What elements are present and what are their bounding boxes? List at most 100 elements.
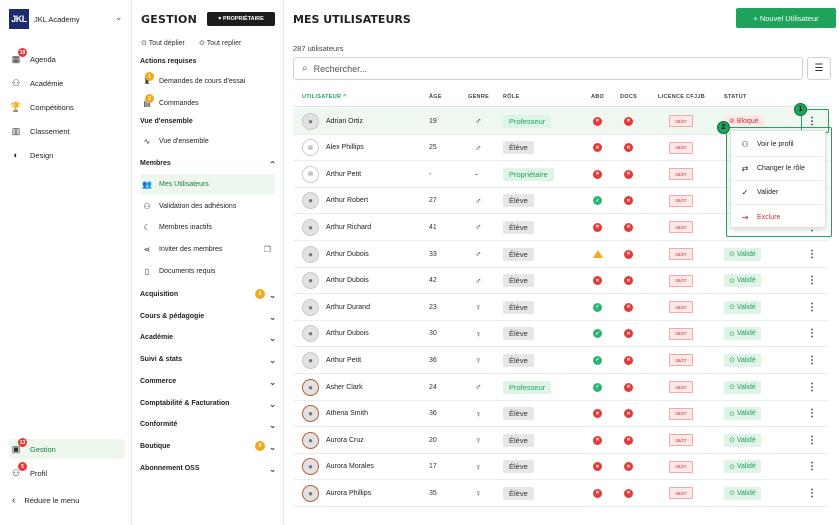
user-name[interactable]: Arthur Durand xyxy=(326,303,370,311)
user-name[interactable]: Aurora Phillips xyxy=(326,489,372,497)
add-user-button[interactable]: + Nouvel Utilisateur xyxy=(736,8,836,28)
avatar: ● xyxy=(302,218,319,236)
user-name[interactable]: Arthur Robert xyxy=(326,197,369,205)
user-name[interactable]: Athena Smith xyxy=(326,410,369,418)
table-row[interactable]: ● Arthur Durand 23 ♀ Élève ✓ ✕ 26/27 ⊙ Validé ⋮ xyxy=(293,294,828,321)
section-vue: Vue d'ensemble xyxy=(140,118,193,125)
table-row[interactable]: ● Aurora Cruz 20 ♀ Élève ✕ ✕ 26/27 ⊙ Validé ⋮ xyxy=(293,427,828,454)
table-row[interactable]: ● Aurora Phillips 35 ♀ Élève ✕ ✕ 26/27 ⊙ Validé ⋮ xyxy=(293,480,828,507)
section-suivi-stats[interactable]: Suivi & stats ⌄ xyxy=(140,356,276,366)
menu-item-documents[interactable]: ▯ Documents requis xyxy=(141,261,275,282)
col-user[interactable]: UTILISATEUR ^ xyxy=(302,94,347,100)
menu-item-commandes[interactable]: ▤ 2 Commandes xyxy=(141,93,275,114)
user-name[interactable]: Adrian Ortiz xyxy=(326,117,363,125)
table-row[interactable]: ● Athena Smith 36 ♀ Élève ✕ ✕ 26/27 ⊙ Validé ⋮ xyxy=(293,401,828,428)
section-acquisition[interactable]: Acquisition 1 ⌄ xyxy=(140,289,276,300)
user-name[interactable]: Alex Phillips xyxy=(326,144,364,152)
user-name[interactable]: Aurora Morales xyxy=(326,463,374,471)
nav-item-classement[interactable]: ▥ Classement xyxy=(9,121,125,141)
nav-item-profil[interactable]: ⚇ 5 Profil xyxy=(9,462,125,483)
user-name[interactable]: Arthur Dubois xyxy=(326,330,369,338)
search-input[interactable]: ⌕ Rechercher... xyxy=(293,57,803,80)
licence-badge: 26/27 xyxy=(669,354,693,367)
nav-item-gestion[interactable]: ▣ 13 Gestion xyxy=(9,438,125,459)
col-role[interactable]: RÔLE xyxy=(503,94,520,100)
user-name[interactable]: Arthur Petit xyxy=(326,170,362,178)
menu-view-profile[interactable]: ⚇ Voir le profil xyxy=(731,133,827,157)
col-statut[interactable]: STATUT xyxy=(724,94,747,100)
more-icon[interactable]: ⋮ xyxy=(807,354,817,366)
table-row[interactable]: ● Adrian Ortiz 19 ♂ Professeur ✕ ✕ 26/27 ⊘ Bloqu… xyxy=(293,108,828,135)
user-name[interactable]: Asher Clark xyxy=(326,383,363,391)
menu-item-inactifs[interactable]: ☾ Membres inactifs xyxy=(141,217,275,238)
table-row[interactable]: ● Arthur Dubois 42 ♂ Élève ✕ ✕ 26/27 ⊙ Validé ⋮ xyxy=(293,268,828,295)
col-docs[interactable]: DOCS xyxy=(620,94,638,100)
section-acad-mie[interactable]: Académie ⌄ xyxy=(140,334,276,344)
user-name[interactable]: Arthur Dubois xyxy=(326,250,369,258)
brand[interactable]: JKL JKL Academy ⌄ xyxy=(9,9,123,29)
menu-item-mes-utilisateurs[interactable]: 👥 Mes Utilisateurs xyxy=(141,174,275,195)
nav-item-compétitions[interactable]: 🏆 Compétitions xyxy=(9,97,125,117)
nav-item-agenda[interactable]: ▦ 19 Agenda xyxy=(9,48,125,69)
nav-item-design[interactable]: ◐ Design xyxy=(9,145,125,165)
more-icon[interactable]: ⋮ xyxy=(807,487,817,499)
user-icon: ⚇ 5 xyxy=(9,462,27,480)
copy-icon[interactable]: ❐ xyxy=(263,245,271,254)
menu-item-inviter[interactable]: ⋖ Inviter des membres ❐ xyxy=(141,239,275,260)
users-icon: ⚇ xyxy=(11,77,21,88)
table-row[interactable]: ● Arthur Dubois 30 ♀ Élève ✓ ✕ 26/27 ⊙ Validé ⋮ xyxy=(293,321,828,348)
col-age[interactable]: ÂGE xyxy=(429,94,442,100)
more-icon[interactable]: ⋮ xyxy=(807,328,817,340)
filter-button[interactable]: ☰ xyxy=(807,57,831,80)
collapse-menu-button[interactable]: ‹ Réduire le menu xyxy=(12,495,79,506)
more-icon[interactable]: ⋮ xyxy=(807,248,817,260)
col-genre[interactable]: GENRE xyxy=(468,94,490,100)
table-row[interactable]: ● Aurora Morales 17 ♀ Élève ✕ ✕ 26/27 ⊙ Validé ⋮ xyxy=(293,454,828,481)
more-icon[interactable]: ⋮ xyxy=(807,434,817,446)
col-licence[interactable]: LICENCE CFJJB xyxy=(658,94,705,100)
more-icon[interactable]: ⋮ xyxy=(807,301,817,313)
x-icon: ✕ xyxy=(624,276,633,286)
section-boutique[interactable]: Boutique 3 ⌄ xyxy=(140,440,276,452)
chevron-down-icon: ⌄ xyxy=(269,356,276,366)
chevron-down-icon[interactable]: ⌄ xyxy=(115,12,123,22)
section-conformit-[interactable]: Conformité ⌄ xyxy=(140,421,276,431)
col-abo[interactable]: ABO xyxy=(591,94,605,100)
menu-item-demandes[interactable]: ♜ 1 Demandes de cours d'essai xyxy=(141,71,275,92)
more-icon[interactable]: ⋮ xyxy=(807,461,817,473)
table-header: UTILISATEUR ^ ÂGE GENRE RÔLE ABO DOCS LI… xyxy=(293,88,828,107)
table-row[interactable]: ▤Arthur Petit--Propriétaire✕✕26/27⋮ xyxy=(293,161,828,188)
more-icon[interactable]: ⋮ xyxy=(807,381,817,393)
section-membres[interactable]: Membres ⌃ xyxy=(140,160,276,169)
role-badge: Élève xyxy=(503,194,534,208)
section-commerce[interactable]: Commerce ⌄ xyxy=(140,377,276,387)
section-comptabilit-facturation[interactable]: Comptabilité & Facturation ⌄ xyxy=(140,399,276,409)
collapse-all-button[interactable]: ⊙ Tout replier xyxy=(199,40,242,47)
table-row[interactable]: ● Arthur Dubois 33 ♂ Élève ✕ 26/27 ⊙ Validé ⋮ xyxy=(293,241,828,268)
menu-item-validation[interactable]: ⚇ Validation des adhésions xyxy=(141,196,275,217)
more-icon[interactable]: ⋮ xyxy=(807,275,817,287)
menu-validate[interactable]: ✓ Valider xyxy=(731,181,827,205)
user-name[interactable]: Aurora Cruz xyxy=(326,436,364,444)
user-name[interactable]: Arthur Richard xyxy=(326,223,372,231)
table-row[interactable]: ● Arthur Petit 36 ♀ Élève ✓ ✕ 26/27 ⊙ Validé ⋮ xyxy=(293,347,828,374)
expand-all-button[interactable]: ⊙ Tout déplier xyxy=(141,40,185,47)
menu-exclude[interactable]: ⇥ Exclure xyxy=(731,205,827,229)
more-icon[interactable]: ⋮ xyxy=(807,408,817,420)
section-abonnement-oss[interactable]: Abonnement OSS ⌄ xyxy=(140,464,276,474)
more-icon[interactable]: ⋮ xyxy=(807,115,817,127)
gender-icon: ♂ xyxy=(475,382,482,392)
nav-item-académie[interactable]: ⚇ Académie xyxy=(9,73,125,93)
chevron-down-icon: ⌄ xyxy=(269,421,276,431)
section-cours-p-dagogie[interactable]: Cours & pédagogie ⌄ xyxy=(140,312,276,322)
x-icon: ✕ xyxy=(593,116,602,126)
table-row[interactable]: ● Asher Clark 24 ♂ Professeur ✓ ✕ 26/27 ⊙ Validé… xyxy=(293,374,828,401)
menu-change-role[interactable]: ⇄ Changer le rôle xyxy=(731,157,827,181)
users-icon: 👥 xyxy=(142,180,152,189)
user-name[interactable]: Arthur Petit xyxy=(326,356,362,364)
menu-item-vue[interactable]: ∿ Vue d'ensemble xyxy=(141,131,275,152)
user-name[interactable]: Arthur Dubois xyxy=(326,277,369,285)
